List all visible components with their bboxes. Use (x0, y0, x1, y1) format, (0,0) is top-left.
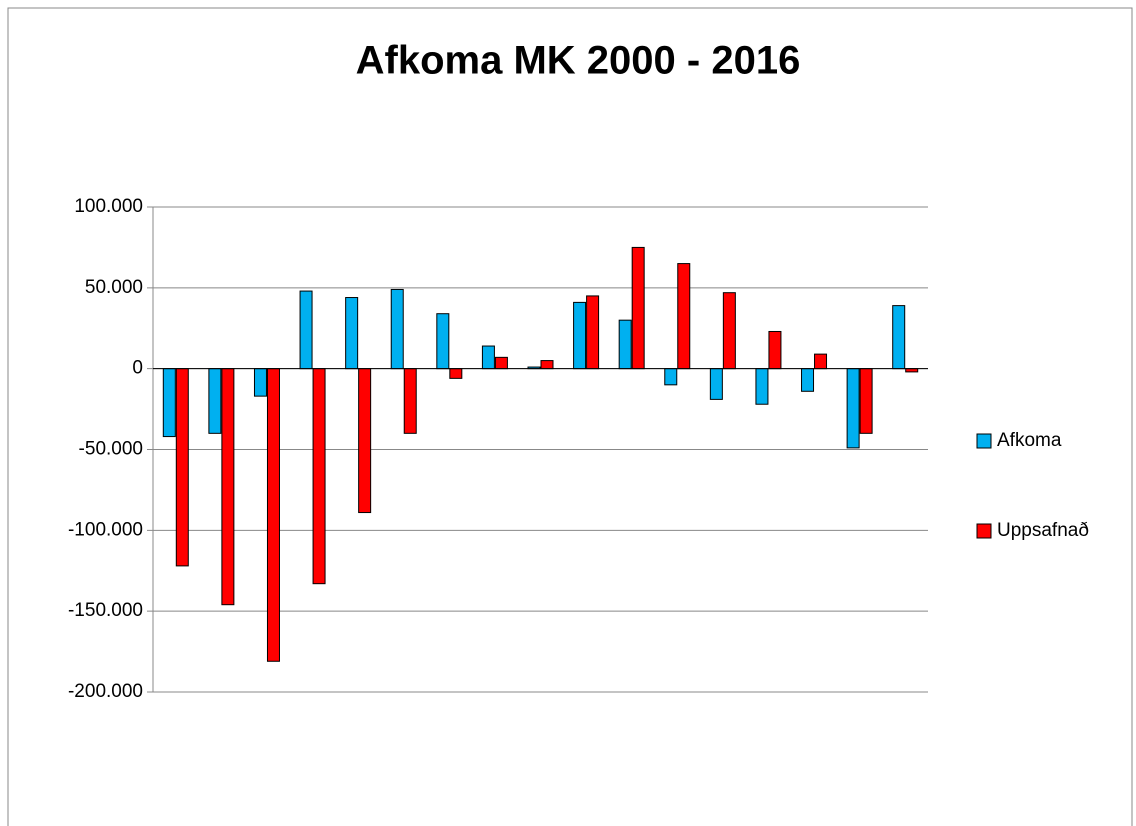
bar (208, 368, 222, 434)
bar (722, 292, 736, 370)
y-tick-label: -100.000 (68, 519, 143, 540)
bar (859, 368, 873, 434)
bar (221, 368, 235, 606)
bar (345, 297, 359, 370)
legend-label: Uppsafnað (997, 520, 1089, 541)
bar (253, 368, 267, 397)
bar (768, 330, 782, 370)
legend-swatch (976, 523, 992, 539)
bar (755, 368, 769, 405)
bar (573, 301, 587, 370)
bar (494, 356, 508, 370)
bar (892, 305, 906, 370)
bar (436, 313, 450, 370)
bar (618, 319, 632, 370)
bar (449, 368, 463, 379)
bar (586, 295, 600, 370)
bar (390, 288, 404, 370)
y-tick-label: -200.000 (68, 681, 143, 702)
y-tick-label: 50.000 (85, 277, 143, 298)
bar (162, 368, 176, 438)
bar (403, 368, 417, 434)
bar (814, 353, 828, 370)
bar (540, 360, 554, 370)
bar (481, 345, 495, 370)
bar (709, 368, 723, 400)
y-tick-label: 0 (132, 358, 143, 379)
bar (266, 368, 280, 662)
bar (312, 368, 326, 585)
chart-title: Afkoma MK 2000 - 2016 (356, 39, 801, 83)
y-tick-label: -150.000 (68, 600, 143, 621)
bar (846, 368, 860, 449)
y-tick-label: 100.000 (74, 196, 143, 217)
bar (801, 368, 815, 392)
legend-swatch (976, 433, 992, 449)
chart-border (7, 7, 1133, 826)
y-tick-label: -50.000 (79, 439, 143, 460)
bar (358, 368, 372, 514)
bar (175, 368, 189, 567)
bar (631, 246, 645, 370)
bar (664, 368, 678, 386)
bar (677, 263, 691, 370)
legend-label: Afkoma (997, 430, 1062, 451)
bar (299, 290, 313, 370)
